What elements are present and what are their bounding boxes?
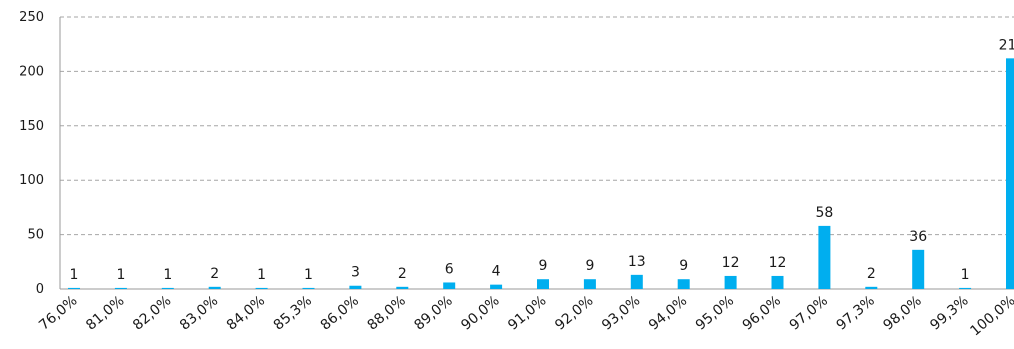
x-tick-label: 95,0% (693, 293, 737, 334)
x-tick-label: 84,0% (224, 293, 268, 334)
bar (959, 287, 972, 289)
data-label: 36 (909, 229, 927, 245)
bar (396, 286, 409, 289)
x-tick-label: 91,0% (505, 293, 549, 334)
data-label: 1 (257, 267, 266, 283)
bar (630, 274, 643, 289)
x-tick-label: 82,0% (130, 293, 174, 334)
data-label: 9 (585, 258, 594, 274)
data-label: 3 (351, 265, 360, 281)
bar (818, 225, 831, 289)
x-tick-label: 83,0% (177, 293, 221, 334)
data-labels: 1112113264991391212582361212 (70, 37, 1014, 283)
y-tick-label: 0 (36, 282, 44, 297)
bar (161, 287, 174, 289)
bar (865, 286, 878, 289)
x-tick-label: 81,0% (83, 293, 127, 334)
y-axis-ticks: 0 50 100 150 200 250 (19, 10, 44, 297)
x-tick-label: 100,0% (967, 293, 1014, 340)
x-tick-label: 93,0% (599, 293, 643, 334)
y-tick-label: 250 (19, 10, 44, 25)
x-tick-label: 76,0% (36, 293, 80, 334)
gridlines (60, 16, 1014, 236)
data-label: 12 (722, 255, 740, 271)
bar (677, 279, 690, 289)
bar (537, 279, 549, 289)
bar (114, 287, 127, 289)
x-tick-label: 99,3% (927, 293, 971, 334)
data-label: 9 (539, 258, 548, 274)
x-tick-label: 97,3% (834, 293, 878, 334)
y-tick-label: 100 (19, 173, 44, 188)
data-label: 1 (116, 267, 125, 283)
bar (443, 282, 456, 289)
bar (771, 275, 784, 289)
data-label: 12 (769, 255, 787, 271)
bar (255, 287, 268, 289)
x-tick-label: 86,0% (318, 293, 362, 334)
x-tick-label: 89,0% (411, 293, 455, 334)
data-label: 9 (679, 258, 688, 274)
bar (1006, 58, 1014, 290)
bar (490, 284, 503, 289)
data-label: 13 (628, 254, 646, 270)
x-tick-label: 90,0% (458, 293, 502, 334)
y-tick-label: 200 (19, 64, 44, 79)
x-tick-label: 94,0% (646, 293, 690, 334)
bar (302, 287, 315, 289)
x-tick-label: 97,0% (787, 293, 831, 334)
x-tick-label: 88,0% (365, 293, 409, 334)
x-axis-ticks: 76,0% 81,0% 82,0% 83,0% 84,0% 85,3% 86,0% 88,0%… (36, 293, 1014, 340)
x-tick-label: 98,0% (880, 293, 924, 334)
y-tick-label: 150 (19, 119, 44, 134)
bar (724, 275, 737, 289)
bar (68, 287, 80, 289)
bar (583, 279, 596, 289)
bar (912, 249, 925, 289)
data-label: 2 (867, 266, 876, 282)
data-label: 58 (815, 205, 833, 221)
bars (68, 58, 1014, 290)
data-label: 2 (210, 266, 219, 282)
data-label: 1 (163, 267, 172, 283)
data-label: 2 (398, 266, 407, 282)
data-label: 212 (999, 37, 1014, 53)
x-tick-label: 96,0% (740, 293, 784, 334)
x-tick-label: 85,3% (271, 293, 315, 334)
y-tick-label: 50 (27, 228, 44, 243)
data-label: 4 (492, 264, 501, 280)
data-label: 1 (304, 267, 313, 283)
bar (208, 286, 221, 289)
data-label: 1 (70, 267, 79, 283)
x-tick-label: 92,0% (552, 293, 596, 334)
data-label: 1 (961, 267, 970, 283)
bar (349, 285, 362, 289)
data-label: 6 (445, 261, 454, 277)
